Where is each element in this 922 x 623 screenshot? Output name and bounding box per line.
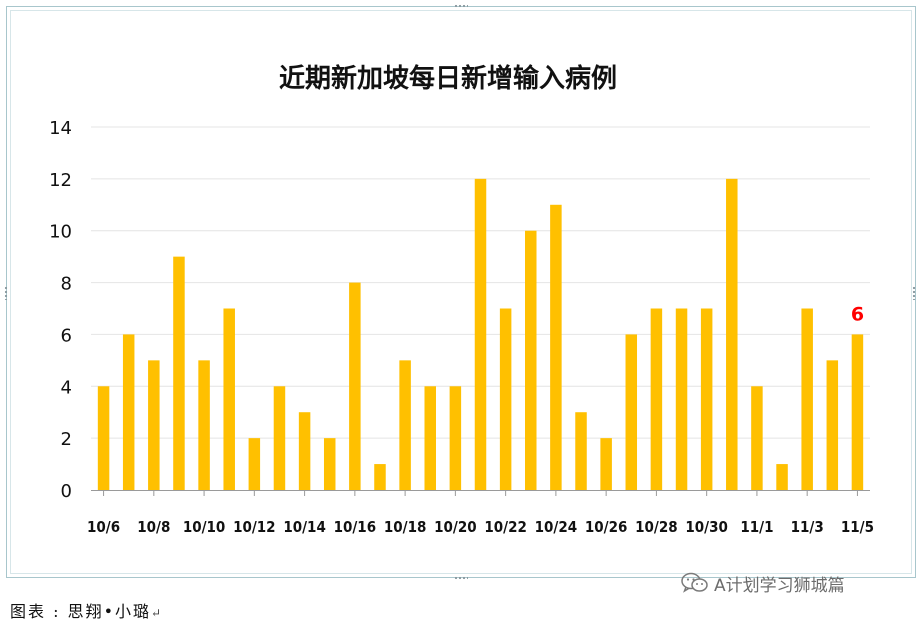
bar-10/17 (374, 464, 386, 490)
y-tick-label: 4 (61, 377, 72, 398)
x-tick-label: 10/8 (137, 518, 170, 536)
y-tick-label: 8 (61, 274, 72, 295)
bar-10/14 (298, 412, 311, 490)
bar-10/18 (399, 360, 411, 490)
bar-10/26 (600, 438, 612, 490)
chart-caption: 图表 : 思翔•小璐↵ (10, 598, 161, 622)
bars (97, 178, 864, 491)
bar-10/28 (650, 308, 663, 490)
x-tick-label: 11/5 (841, 518, 874, 536)
x-tick-label: 11/1 (740, 518, 773, 536)
y-tick-label: 10 (49, 222, 72, 243)
return-mark: ↵ (151, 606, 162, 620)
x-tick-label: 10/26 (585, 518, 628, 536)
watermark: A计划学习狮城篇 (680, 570, 845, 596)
caption-text: 图表 : 思翔•小璐 (10, 602, 152, 621)
bar-10/20 (449, 386, 462, 490)
bar-10/24 (550, 204, 562, 491)
data-labels: 6 (851, 303, 864, 325)
data-label: 6 (851, 303, 864, 325)
bar-10/11 (223, 308, 235, 490)
bar-10/30 (700, 308, 713, 490)
bar-10/15 (323, 438, 336, 490)
bar-10/22 (499, 308, 512, 490)
bar-10/31 (726, 178, 738, 490)
y-tick-label: 12 (49, 170, 72, 191)
x-tick-label: 10/14 (283, 518, 326, 536)
bar-10/12 (248, 438, 261, 490)
x-tick-label: 10/6 (87, 518, 120, 536)
bar-10/9 (173, 256, 185, 490)
x-tick-label: 11/3 (791, 518, 824, 536)
bar-10/13 (273, 386, 286, 490)
x-tick-label: 10/28 (635, 518, 678, 536)
x-tick-label: 10/24 (535, 518, 578, 536)
y-axis-ticks: 0 2 4 6 8 10 12 14 (49, 118, 72, 502)
x-tick-label: 10/30 (685, 518, 728, 536)
bar-10/27 (625, 334, 638, 490)
bar-10/10 (198, 360, 210, 490)
wechat-icon (681, 572, 708, 593)
resize-handle-bottom[interactable] (454, 576, 468, 580)
y-tick-label: 0 (61, 481, 72, 502)
watermark-text: A计划学习狮城篇 (714, 575, 845, 596)
x-tick-label: 10/20 (434, 518, 477, 536)
bar-10/25 (575, 412, 587, 490)
bar-11/3 (801, 308, 813, 490)
bar-11/2 (776, 464, 788, 490)
bar-10/21 (474, 178, 487, 490)
y-tick-label: 6 (61, 325, 72, 346)
resize-handle-left[interactable] (4, 286, 8, 300)
x-tick-label: 10/12 (233, 518, 276, 536)
resize-handle-right[interactable] (912, 286, 916, 300)
resize-handle-top[interactable] (454, 4, 468, 8)
x-tick-label: 10/18 (384, 518, 427, 536)
x-tick-label: 10/16 (334, 518, 377, 536)
bar-10/7 (122, 334, 135, 490)
y-tick-label: 2 (61, 429, 72, 450)
bar-10/16 (349, 282, 361, 490)
bar-10/19 (424, 386, 436, 490)
bar-10/23 (525, 230, 537, 490)
bar-10/8 (148, 360, 160, 490)
chart-title: 近期新加坡每日新增输入病例 (279, 63, 617, 94)
x-tick-label: 10/22 (484, 518, 527, 536)
x-axis-ticks: 10/6 10/8 10/10 10/12 10/14 10/16 10/18 10/20 10… (87, 490, 874, 536)
bar-11/5 (851, 334, 864, 490)
bar-11/1 (751, 386, 763, 490)
y-tick-label: 14 (49, 118, 72, 139)
bar-10/29 (675, 308, 688, 490)
bar-10/6 (97, 386, 110, 490)
x-tick-label: 10/10 (183, 518, 226, 536)
bar-11/4 (826, 360, 839, 490)
chart-inner-border (10, 10, 912, 574)
